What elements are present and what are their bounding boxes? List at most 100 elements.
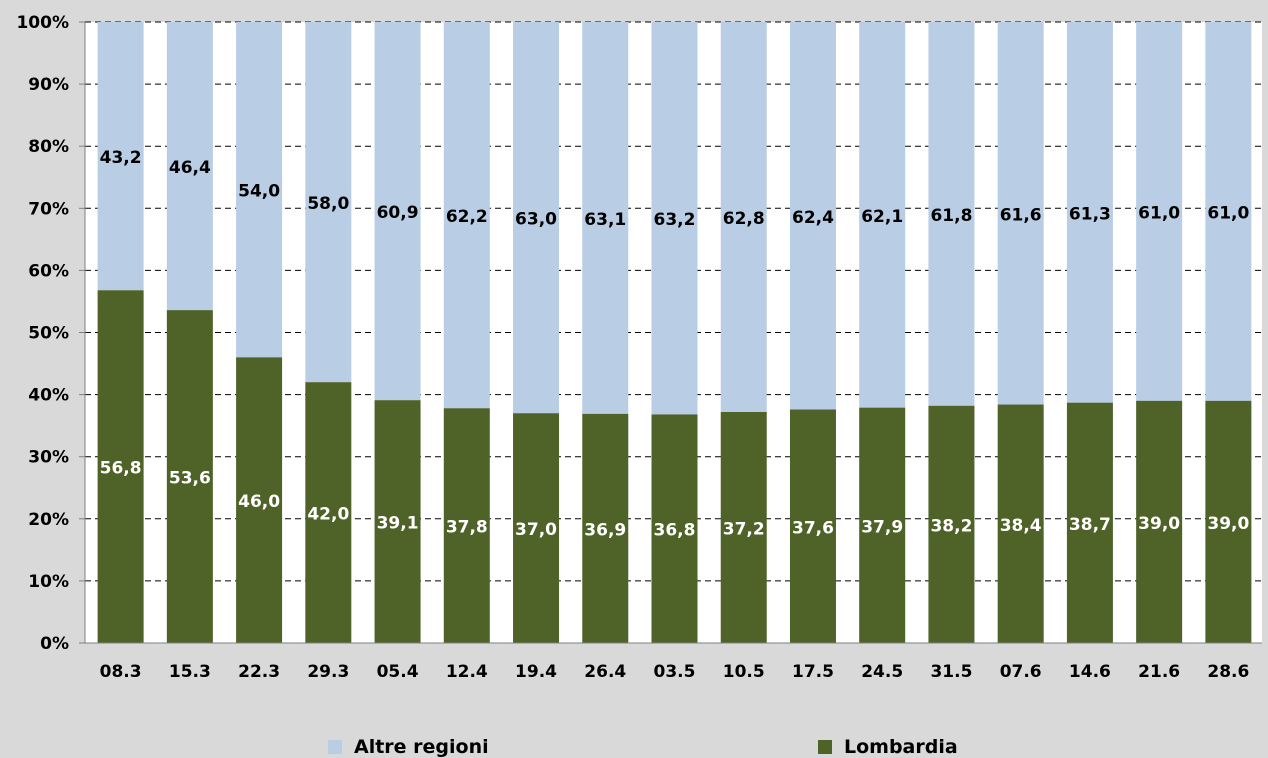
legend: Altre regioni Lombardia (0, 736, 1268, 758)
x-tick-label: 08.3 (100, 662, 142, 682)
legend-item-lombardia: Lombardia (818, 736, 958, 758)
gridlines (85, 21, 1262, 582)
y-tick-label: 30% (28, 448, 69, 468)
x-tick-label: 19.4 (515, 662, 557, 682)
data-label-altre-regioni: 63,1 (584, 210, 626, 230)
bar-lombardia (1136, 400, 1183, 643)
data-label-lombardia: 39,0 (1207, 514, 1249, 534)
bar-altre-regioni (789, 22, 836, 410)
y-tick-label: 50% (28, 324, 69, 344)
data-label-altre-regioni: 61,6 (1000, 205, 1042, 225)
data-label-lombardia: 37,6 (792, 518, 834, 538)
x-tick-label: 07.6 (1000, 662, 1042, 682)
data-label-altre-regioni: 63,0 (515, 210, 557, 230)
bar-altre-regioni (236, 22, 283, 358)
data-label-altre-regioni: 62,4 (792, 208, 834, 228)
data-label-altre-regioni: 54,0 (238, 182, 280, 202)
y-tick-label: 20% (28, 510, 69, 530)
bar-altre-regioni (97, 22, 144, 291)
bar-lombardia (1066, 402, 1113, 643)
bar-altre-regioni (305, 22, 352, 383)
bar-lombardia (859, 407, 906, 643)
data-label-lombardia: 36,8 (654, 521, 696, 541)
x-tick-label: 03.5 (654, 662, 696, 682)
data-label-lombardia: 38,7 (1069, 515, 1111, 535)
legend-swatch-lombardia (818, 740, 832, 754)
x-tick-label: 26.4 (584, 662, 626, 682)
y-tick-label: 100% (16, 13, 69, 33)
x-tick-label: 10.5 (723, 662, 765, 682)
y-tick-label: 40% (28, 386, 69, 406)
data-label-lombardia: 36,9 (584, 520, 626, 540)
stacked-bar-chart: 43,2 56,8 46,4 53,6 54,0 46,0 58,0 42,0 60,9 39,1… (16, 13, 1262, 682)
x-tick-label: 21.6 (1138, 662, 1180, 682)
data-label-altre-regioni: 61,0 (1138, 203, 1180, 223)
y-tick-label: 10% (28, 572, 69, 592)
data-label-altre-regioni: 62,8 (723, 209, 765, 229)
bar-altre-regioni (928, 22, 975, 406)
bar-altre-regioni (443, 22, 490, 409)
bar-lombardia (374, 400, 421, 643)
data-label-lombardia: 56,8 (100, 459, 142, 479)
bar-lombardia (97, 290, 144, 643)
data-label-lombardia: 37,0 (515, 520, 557, 540)
bar-lombardia (305, 382, 352, 643)
bar-altre-regioni (582, 22, 629, 414)
y-axis-ticks: 0% 10% 20% 30% 40% 50% 60% 70% 80% 90% 100% (16, 13, 85, 654)
data-label-altre-regioni: 62,2 (446, 207, 488, 227)
bar-lombardia (582, 413, 629, 643)
bar-lombardia (443, 408, 490, 643)
bars (97, 22, 1252, 643)
x-tick-label: 15.3 (169, 662, 211, 682)
bar-lombardia (513, 413, 560, 643)
data-label-altre-regioni: 61,8 (930, 206, 972, 226)
data-label-lombardia: 37,8 (446, 518, 488, 538)
data-label-altre-regioni: 58,0 (307, 194, 349, 214)
y-tick-label: 90% (28, 75, 69, 95)
bar-altre-regioni (166, 22, 213, 311)
data-label-lombardia: 53,6 (169, 469, 211, 489)
data-label-lombardia: 42,0 (307, 505, 349, 525)
x-tick-label: 14.6 (1069, 662, 1111, 682)
data-labels: 43,2 56,8 46,4 53,6 54,0 46,0 58,0 42,0 60,9 39,1… (100, 148, 1250, 541)
data-label-lombardia: 37,9 (861, 517, 903, 537)
y-tick-label: 80% (28, 137, 69, 157)
bar-altre-regioni (374, 22, 421, 401)
legend-item-altre-regioni: Altre regioni (328, 736, 489, 758)
bar-lombardia (651, 414, 698, 643)
data-label-altre-regioni: 63,2 (654, 210, 696, 230)
legend-swatch-altre-regioni (328, 740, 342, 754)
bar-lombardia (997, 404, 1044, 643)
bar-lombardia (720, 411, 767, 643)
data-label-altre-regioni: 61,3 (1069, 204, 1111, 224)
x-tick-label: 05.4 (377, 662, 419, 682)
x-tick-label: 22.3 (238, 662, 280, 682)
data-label-altre-regioni: 62,1 (861, 207, 903, 227)
legend-label-altre-regioni: Altre regioni (354, 736, 489, 758)
bar-lombardia (166, 310, 213, 643)
data-label-lombardia: 37,2 (723, 519, 765, 539)
x-tick-label: 12.4 (446, 662, 488, 682)
bar-lombardia (928, 405, 975, 643)
x-tick-label: 17.5 (792, 662, 834, 682)
data-label-lombardia: 39,1 (377, 514, 419, 534)
bar-altre-regioni (651, 22, 698, 415)
y-tick-label: 60% (28, 261, 69, 281)
x-tick-label: 29.3 (307, 662, 349, 682)
x-axis-ticks: 08.3 15.3 22.3 29.3 05.4 12.4 19.4 26.4 03.5 10.5… (100, 662, 1250, 682)
x-tick-label: 28.6 (1207, 662, 1249, 682)
data-label-altre-regioni: 43,2 (100, 148, 142, 168)
data-label-lombardia: 46,0 (238, 492, 280, 512)
y-tick-label: 70% (28, 199, 69, 219)
bar-altre-regioni (997, 22, 1044, 405)
bar-altre-regioni (859, 22, 906, 408)
bar-altre-regioni (1066, 22, 1113, 403)
bar-lombardia (236, 357, 283, 643)
data-label-altre-regioni: 61,0 (1207, 203, 1249, 223)
bar-lombardia (1205, 400, 1252, 643)
data-label-altre-regioni: 60,9 (377, 203, 419, 223)
data-label-lombardia: 38,4 (1000, 516, 1042, 536)
data-label-lombardia: 39,0 (1138, 514, 1180, 534)
data-label-lombardia: 38,2 (930, 516, 972, 536)
